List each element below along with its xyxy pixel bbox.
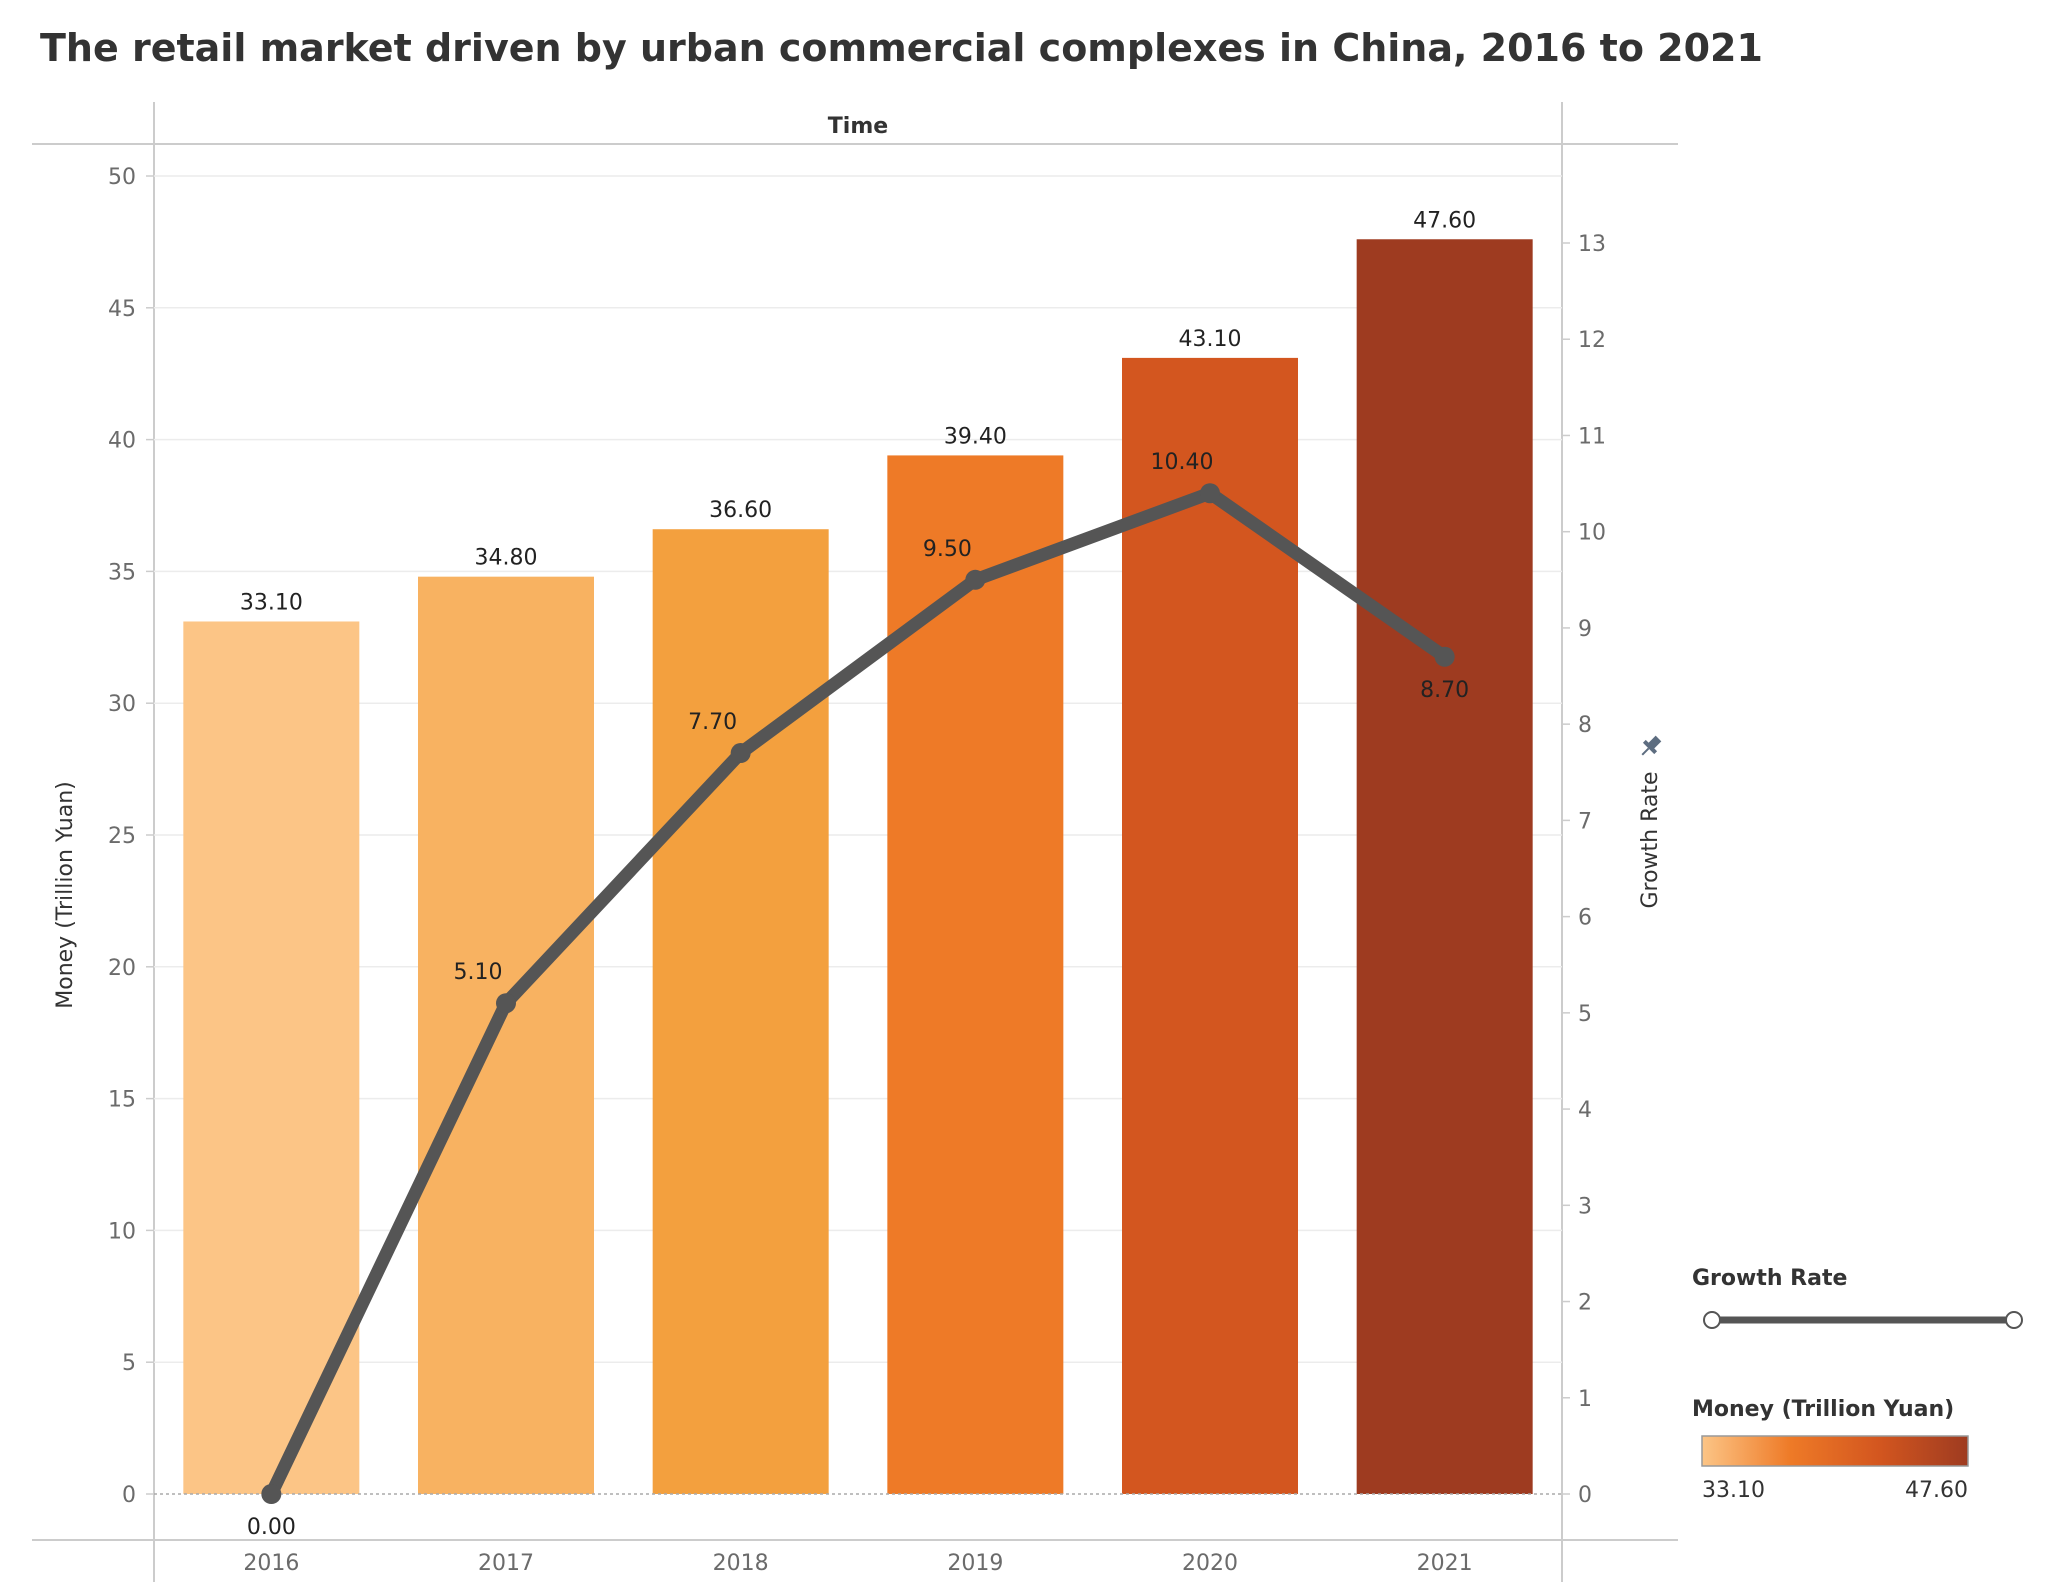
legend-money-max: 47.60 [1905,1478,1968,1503]
bar [887,455,1064,1494]
bar-value-label: 43.10 [1179,327,1242,352]
right-tick-label: 12 [1578,328,1606,353]
right-tick-label: 7 [1578,809,1592,834]
right-tick-label: 6 [1578,906,1592,931]
growth-value-label: 7.70 [688,710,737,735]
x-tick-label: 2018 [713,1551,769,1576]
y-axis-title: Money (Trillion Yuan) [53,781,78,1008]
legend-growth-title: Growth Rate [1692,1266,1847,1291]
left-tick-label: 5 [122,1351,136,1376]
x-tick-label: 2019 [947,1551,1003,1576]
pin-icon[interactable] [1637,733,1665,761]
bar [1122,357,1298,1494]
legend-money-gradient [1701,1435,1969,1467]
x-tick-label: 2017 [478,1551,534,1576]
growth-rate-point [1434,646,1455,667]
left-tick-label: 0 [122,1483,136,1508]
bar-value-label: 47.60 [1413,208,1476,233]
y2-axis-title: Growth Rate [1638,771,1663,908]
growth-rate-point [261,1484,282,1504]
bar [183,621,360,1494]
bar [652,529,829,1494]
legend-growth-swatch [1703,1311,2023,1329]
legend-money-title: Money (Trillion Yuan) [1692,1397,1954,1422]
right-tick-label: 13 [1578,232,1606,257]
growth-line [261,483,1455,1504]
bar-value-label: 33.10 [240,590,303,615]
bar-value-label: 36.60 [709,498,772,523]
left-tick-label: 20 [108,956,136,981]
right-tick-label: 2 [1578,1291,1592,1316]
gridlines [154,175,1562,1363]
y2-axis-title-group: Growth Rate [1638,771,1663,908]
bar [418,576,594,1494]
x-tick-label: 2021 [1417,1551,1473,1576]
left-tick-label: 15 [108,1088,136,1113]
right-tick-label: 5 [1578,1002,1592,1027]
left-tick-label: 50 [108,165,136,190]
left-tick-label: 30 [108,692,136,717]
growth-value-label: 9.50 [923,537,972,562]
x-tick-label: 2020 [1182,1551,1238,1576]
left-tick-label: 35 [108,560,136,585]
growth-rate-point [965,569,986,590]
bar-value-label: 34.80 [475,546,538,571]
growth-rate-point [730,743,751,764]
growth-rate-line [264,486,1452,1501]
x-axis-title: Time [828,114,888,139]
x-tick-label: 2016 [243,1551,299,1576]
right-tick-label: 0 [1578,1483,1592,1508]
right-tick-label: 11 [1578,424,1606,449]
left-tick-label: 45 [108,297,136,322]
left-tick-label: 40 [108,429,136,454]
right-tick-label: 4 [1578,1098,1592,1123]
growth-value-label: 0.00 [247,1515,296,1540]
chart-title: The retail market driven by urban commer… [40,26,1763,70]
left-tick-label: 10 [108,1219,136,1244]
left-axis-ticks: 0 5 10 15 20 25 30 35 40 45 50 [108,165,154,1508]
left-tick-label: 25 [108,824,136,849]
growth-value-label: 8.70 [1420,678,1469,703]
right-tick-label: 10 [1578,521,1606,546]
legend-money-min: 33.10 [1702,1478,1765,1503]
growth-value-label: 10.40 [1151,450,1214,475]
bars [183,239,1533,1494]
growth-value-label: 5.10 [454,960,503,985]
growth-rate-point [496,993,516,1014]
x-axis-ticks: 2016 2017 2018 2019 2020 2021 [243,1551,1472,1576]
right-tick-label: 8 [1578,713,1592,738]
bar-labels: 33.10 34.80 36.60 39.40 43.10 47.60 [240,208,1476,615]
growth-rate-point [1200,483,1220,504]
right-tick-label: 1 [1578,1387,1592,1412]
right-tick-label: 3 [1578,1194,1592,1219]
bar [1356,239,1533,1494]
bar-value-label: 39.40 [944,424,1007,449]
right-tick-label: 9 [1578,617,1592,642]
growth-labels: 0.00 5.10 7.70 9.50 10.40 8.70 [247,450,1469,1540]
